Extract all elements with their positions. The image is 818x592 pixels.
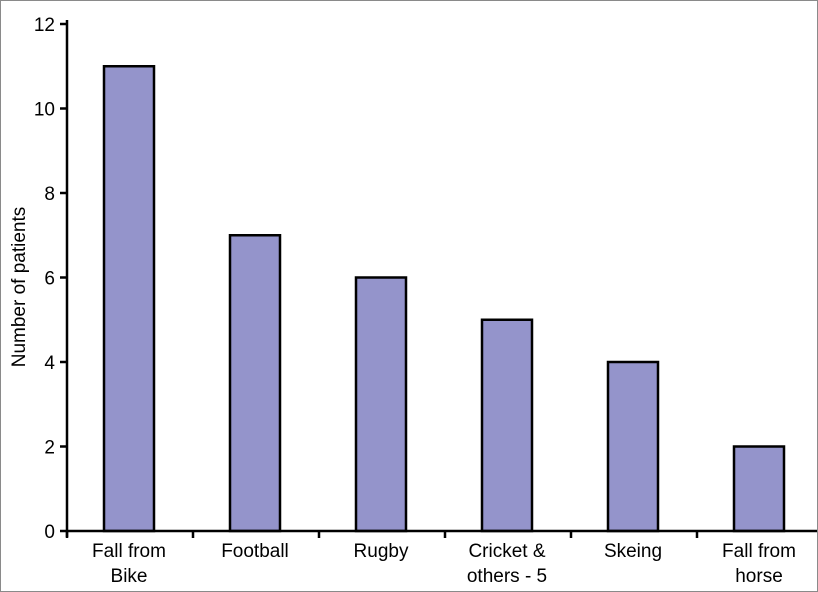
y-tick-label-1: 2 <box>44 438 55 459</box>
bar-2 <box>354 276 408 533</box>
y-tick-label-0: 0 <box>44 522 55 543</box>
x-category-label-2: Rugby <box>354 541 409 562</box>
bars-group <box>102 65 786 533</box>
y-tick-label-2: 4 <box>44 353 55 374</box>
x-category-label-1: Football <box>221 541 289 562</box>
x-category-label-5: Fall from horse <box>722 541 796 587</box>
bar-3 <box>480 318 534 533</box>
y-tick-label-5: 10 <box>34 100 55 121</box>
bar-0 <box>102 65 156 533</box>
x-category-label-0: Fall from Bike <box>92 541 166 587</box>
y-axis-title: Number of patients <box>9 207 30 368</box>
x-category-label-4: Skeing <box>604 541 662 562</box>
bar-4 <box>606 360 660 533</box>
bar-1 <box>228 234 282 533</box>
bar-5 <box>732 445 786 533</box>
axes-group <box>65 20 817 537</box>
y-tick-label-4: 8 <box>44 184 55 205</box>
x-category-label-3: Cricket & others - 5 <box>467 541 547 587</box>
x-labels-group: Fall from Bike Football Rugby Cricket & other… <box>65 531 796 587</box>
y-ticks-group: 0 2 4 6 8 10 12 <box>34 15 67 543</box>
y-tick-label-6: 12 <box>34 15 55 36</box>
y-tick-label-3: 6 <box>44 269 55 290</box>
y-axis-title-group: Number of patients <box>9 207 30 368</box>
